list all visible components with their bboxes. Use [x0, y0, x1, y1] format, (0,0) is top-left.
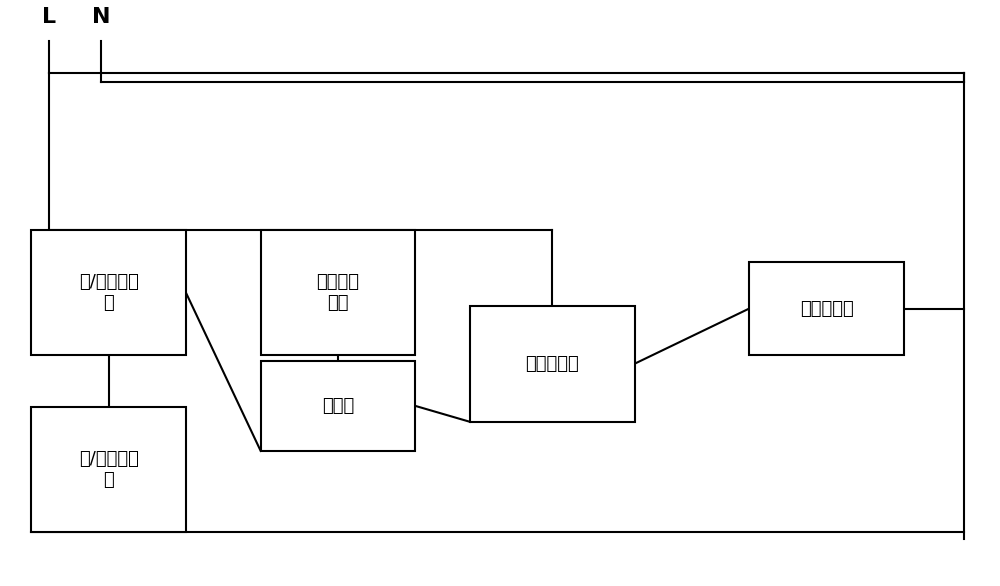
- Text: 处理器: 处理器: [322, 397, 354, 415]
- FancyBboxPatch shape: [749, 262, 904, 355]
- FancyBboxPatch shape: [261, 230, 415, 355]
- FancyBboxPatch shape: [31, 230, 186, 355]
- Text: 分/合闸执行
器: 分/合闸执行 器: [79, 451, 139, 489]
- FancyBboxPatch shape: [470, 306, 635, 422]
- Text: 过零检测
电路: 过零检测 电路: [316, 273, 359, 312]
- Text: 分/合闸驱动
器: 分/合闸驱动 器: [79, 273, 139, 312]
- Text: N: N: [92, 6, 110, 26]
- FancyBboxPatch shape: [31, 407, 186, 532]
- Text: 脱扣驱动器: 脱扣驱动器: [525, 355, 579, 373]
- Text: L: L: [42, 6, 56, 26]
- Text: 脱扣执行器: 脱扣执行器: [800, 299, 853, 318]
- FancyBboxPatch shape: [261, 361, 415, 451]
